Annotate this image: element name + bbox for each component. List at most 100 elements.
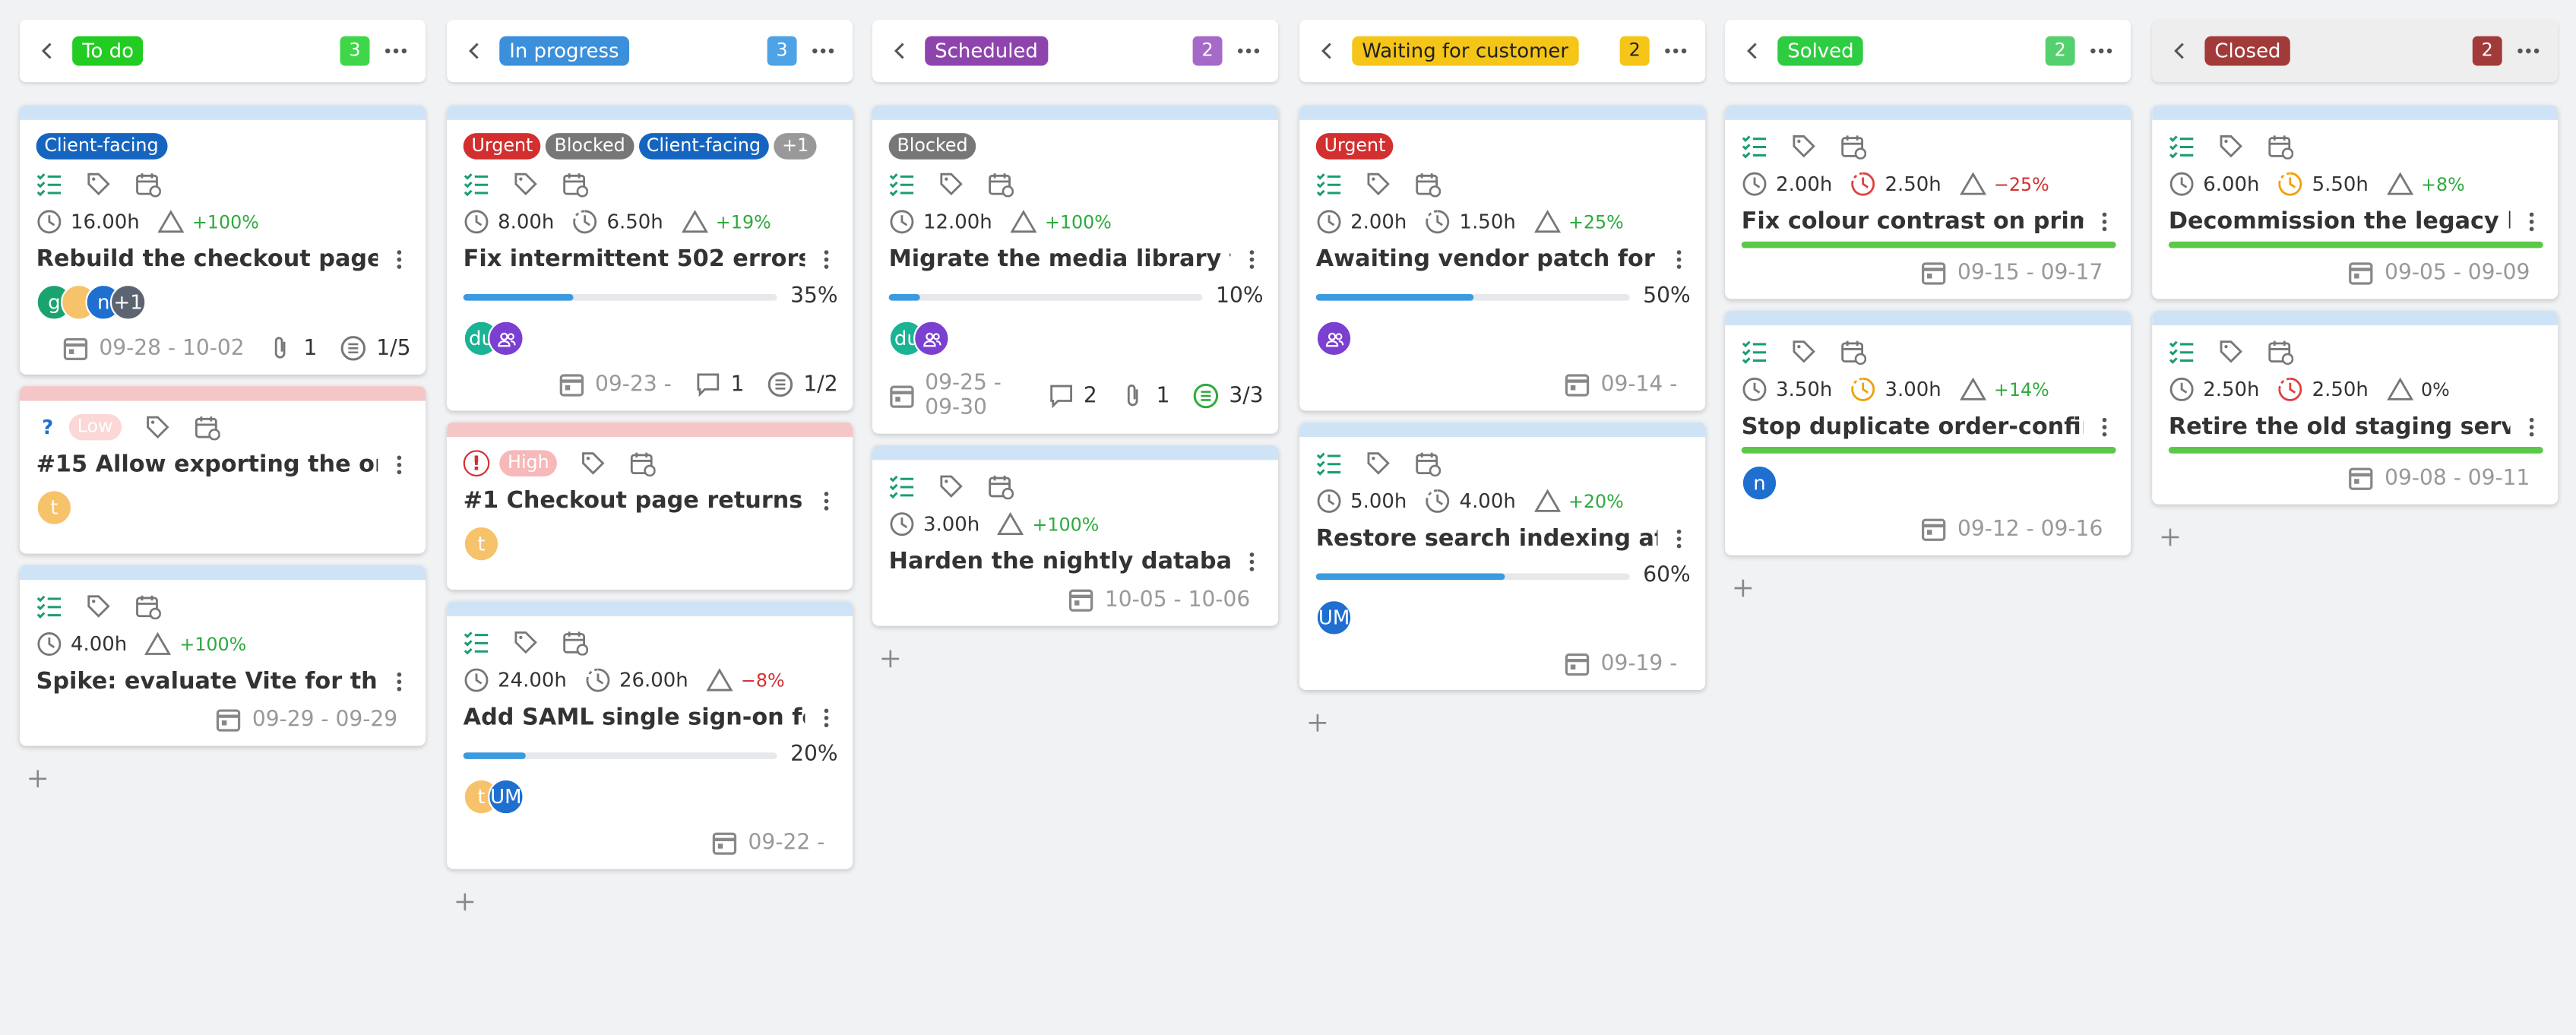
task-card[interactable]: 3.00h +100% Harden the nightly database ba… bbox=[872, 445, 1279, 626]
column-menu-part bbox=[2090, 48, 2096, 54]
collapse-button[interactable] bbox=[464, 40, 486, 62]
calendar-icon bbox=[2350, 262, 2374, 285]
estimate: 2.00h bbox=[1776, 172, 1833, 196]
attachment-count: 1 bbox=[303, 336, 318, 361]
add-card[interactable] bbox=[2159, 524, 2558, 555]
column-menu[interactable] bbox=[1663, 38, 1689, 65]
card-menu[interactable] bbox=[2520, 210, 2543, 233]
card-top-bar bbox=[2152, 105, 2559, 120]
card-menu[interactable] bbox=[388, 670, 410, 693]
task-title: Fix colour contrast on primary b... bbox=[1741, 208, 2084, 236]
spent-icon bbox=[1426, 210, 1450, 234]
tag-row: Urgent Blocked Client-facing +1 bbox=[463, 133, 838, 160]
collapse-button[interactable] bbox=[36, 40, 59, 62]
column-menu-part bbox=[1254, 48, 1260, 54]
collapse-button[interactable] bbox=[1742, 40, 1764, 62]
tag-icon-part bbox=[519, 177, 523, 181]
column-menu[interactable] bbox=[1236, 38, 1262, 65]
schedule-icon-part bbox=[644, 464, 657, 476]
estimate-icon bbox=[464, 668, 489, 692]
date-range: 09-08 - 09-11 bbox=[2385, 465, 2530, 491]
collapse-button[interactable] bbox=[889, 40, 912, 62]
card-menu[interactable] bbox=[1240, 248, 1263, 271]
tag-icon bbox=[940, 475, 963, 498]
schedule-icon-part bbox=[2281, 147, 2294, 160]
attachment-count: 1 bbox=[1156, 383, 1170, 409]
column-menu-part bbox=[2106, 48, 2112, 54]
card-menu[interactable] bbox=[2093, 416, 2116, 438]
task-card[interactable]: 2.50h 2.50h 0% Retire the old staging serve… bbox=[2152, 310, 2559, 505]
tag-icon-part bbox=[1367, 172, 1390, 196]
add-card[interactable] bbox=[27, 765, 426, 796]
checklist-icon bbox=[464, 173, 489, 197]
column-menu[interactable] bbox=[383, 38, 410, 65]
card-menu-part bbox=[824, 492, 829, 496]
card-menu[interactable] bbox=[815, 248, 837, 271]
task-card[interactable]: Urgent 2.00h 1.50h +25% Awaiting vendor patc… bbox=[1299, 105, 1706, 411]
column-header: Scheduled 2 bbox=[872, 19, 1279, 83]
column-menu[interactable] bbox=[2515, 38, 2542, 65]
schedule-icon-part bbox=[989, 476, 1011, 498]
estimate: 16.00h bbox=[70, 210, 140, 234]
task-card[interactable]: 2.00h 2.50h −25% Fix colour contrast on pri… bbox=[1725, 105, 2131, 299]
card-menu[interactable] bbox=[815, 707, 837, 730]
card-menu[interactable] bbox=[2520, 416, 2543, 438]
card-menu[interactable] bbox=[815, 489, 837, 512]
schedule-icon bbox=[136, 173, 161, 198]
done-bar bbox=[2168, 241, 2543, 248]
card-menu-part bbox=[824, 708, 829, 714]
schedule-icon-part bbox=[631, 452, 652, 462]
schedule-icon-part bbox=[1854, 353, 1867, 365]
assignees: t bbox=[36, 489, 411, 526]
time-row: 3.00h +100% bbox=[889, 511, 1264, 537]
collapse-button[interactable] bbox=[1316, 40, 1339, 62]
progress-track bbox=[1315, 572, 1630, 580]
add-card-icon bbox=[1734, 579, 1752, 597]
task-card[interactable]: 4.00h +100% Spike: evaluate Vite for the a… bbox=[19, 565, 426, 746]
card-body: 3.00h +100% Harden the nightly database ba… bbox=[872, 460, 1278, 625]
card-body: Urgent 2.00h 1.50h +25% Awaiting vendor patc… bbox=[1299, 120, 1705, 411]
card-menu[interactable] bbox=[388, 248, 410, 271]
task-card[interactable]: 5.00h 4.00h +20% Restore search indexing af… bbox=[1299, 422, 1706, 691]
card-menu[interactable] bbox=[2093, 210, 2116, 233]
add-card[interactable] bbox=[879, 646, 1278, 677]
column-menu-part bbox=[2526, 48, 2531, 54]
spent-icon-part bbox=[1437, 215, 1444, 226]
card-menu[interactable] bbox=[1667, 527, 1690, 550]
card-menu-part bbox=[2529, 432, 2534, 437]
card-menu-part bbox=[397, 257, 402, 262]
estimate: 6.00h bbox=[2203, 172, 2260, 196]
spent-icon-part bbox=[1437, 494, 1444, 505]
group-icon-part bbox=[1327, 331, 1336, 340]
delta-icon bbox=[1533, 210, 1561, 233]
progress-label: 20% bbox=[790, 742, 838, 768]
group-icon-part bbox=[497, 339, 510, 347]
checklist-icon bbox=[889, 173, 914, 197]
column-menu[interactable] bbox=[2088, 38, 2115, 65]
collapse-button[interactable] bbox=[2169, 40, 2191, 62]
column-menu[interactable] bbox=[810, 38, 837, 65]
task-card[interactable]: 6.00h 5.50h +8% Decommission the legacy blo… bbox=[2152, 105, 2559, 299]
schedule-icon-part bbox=[1002, 185, 1014, 198]
card-menu-part bbox=[397, 264, 402, 269]
add-card[interactable] bbox=[454, 889, 853, 920]
task-card[interactable]: ! High #1 Checkout page returns 502 d... t bbox=[447, 422, 853, 590]
schedule-icon-part bbox=[2269, 340, 2290, 350]
card-top-bar bbox=[447, 422, 853, 438]
task-card[interactable]: 3.50h 3.00h +14% Stop duplicate order-confi… bbox=[1725, 310, 2131, 555]
task-card[interactable]: Urgent Blocked Client-facing +1 8.00h 6.50h +1… bbox=[447, 105, 853, 411]
add-card[interactable] bbox=[1306, 710, 1705, 741]
card-menu[interactable] bbox=[388, 454, 410, 476]
collapse-button-part bbox=[2174, 43, 2184, 59]
add-card[interactable] bbox=[1732, 575, 2131, 606]
column-menu-part bbox=[828, 48, 834, 54]
task-card[interactable]: Client-facing 16.00h +100% Rebuild the chec… bbox=[19, 105, 426, 375]
card-menu[interactable] bbox=[1667, 248, 1690, 271]
task-card[interactable]: Blocked 12.00h +100% Migrate the media libr… bbox=[872, 105, 1279, 434]
task-card[interactable]: ? Low #15 Allow exporting the order hi... t bbox=[19, 386, 426, 554]
task-card[interactable]: 24.00h 26.00h −8% Add SAML single sign-on f… bbox=[447, 601, 853, 869]
checklist-icon-part bbox=[1742, 135, 1751, 159]
card-menu[interactable] bbox=[1240, 550, 1263, 573]
tag-icon-part bbox=[1372, 457, 1375, 461]
